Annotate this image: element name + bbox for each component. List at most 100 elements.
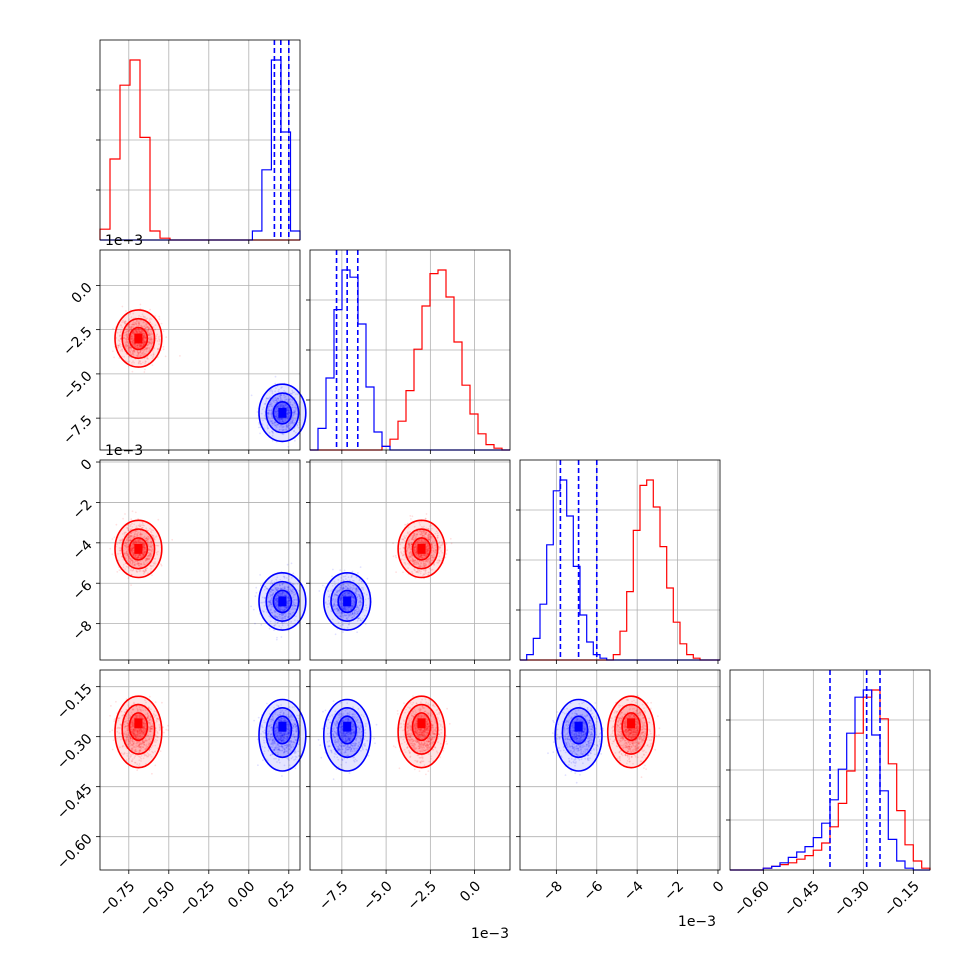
sample-point	[131, 324, 133, 326]
sample-point	[131, 370, 134, 373]
sample-point	[140, 344, 143, 347]
sample-point	[255, 591, 258, 594]
sample-point	[395, 556, 398, 559]
sample-point	[113, 536, 116, 539]
sample-point	[129, 352, 132, 354]
sample-point	[137, 347, 140, 349]
sample-point	[133, 343, 136, 345]
sample-point	[132, 331, 135, 334]
sample-point	[142, 339, 145, 342]
sample-point	[135, 322, 138, 325]
sample-point	[250, 605, 253, 608]
sample-point	[150, 345, 153, 348]
sample-point	[147, 343, 150, 346]
sample-point	[140, 328, 143, 331]
sample-point	[133, 344, 136, 347]
sample-point	[280, 636, 283, 638]
sample-point	[134, 331, 136, 334]
sample-point	[139, 355, 142, 358]
sample-point	[425, 513, 428, 515]
y-tick-label: −5.0	[60, 368, 95, 403]
sample-point	[133, 343, 136, 346]
sample-point	[144, 341, 147, 343]
sample-point	[131, 326, 133, 328]
sample-point	[142, 343, 145, 346]
sample-point	[143, 325, 146, 328]
sample-point	[130, 347, 132, 350]
sample-point	[366, 577, 369, 580]
sample-point	[149, 321, 152, 323]
sample-point	[139, 345, 142, 347]
sample-point	[141, 325, 143, 328]
sample-point	[332, 568, 334, 571]
sample-point	[129, 346, 132, 349]
sample-point	[142, 341, 145, 343]
sample-point	[156, 340, 159, 342]
sample-point	[136, 351, 139, 354]
sample-point	[132, 323, 134, 325]
sample-point	[179, 355, 181, 357]
sample-point	[142, 350, 145, 353]
sample-point	[274, 375, 277, 378]
sample-point	[132, 360, 135, 362]
sample-point	[144, 368, 146, 371]
histogram-series-a	[520, 479, 720, 661]
sample-point	[130, 349, 133, 352]
sample-point	[351, 570, 354, 573]
sample-point	[149, 334, 151, 337]
sample-point	[144, 327, 147, 329]
sample-point	[111, 553, 114, 556]
histogram-series-a	[99, 59, 300, 241]
grid-lines	[520, 460, 720, 660]
sample-point	[160, 322, 163, 325]
sample-point	[129, 345, 132, 348]
sample-point	[159, 338, 161, 341]
sample-point	[147, 329, 150, 332]
density-peak	[134, 333, 143, 344]
sample-point	[130, 338, 133, 341]
sample-point	[134, 511, 137, 514]
y-tick-label: −8	[70, 618, 96, 644]
sample-point	[143, 317, 145, 319]
sample-point	[402, 571, 404, 574]
sample-point	[137, 346, 139, 349]
sample-point	[140, 331, 143, 334]
sample-point	[140, 344, 142, 347]
sample-point	[135, 323, 137, 326]
sample-point	[112, 350, 114, 353]
sample-point	[148, 334, 151, 337]
sample-point	[128, 347, 131, 349]
sample-point	[142, 337, 145, 339]
sample-point	[135, 329, 138, 332]
sample-point	[334, 633, 337, 636]
sample-point	[158, 336, 160, 338]
sample-point	[126, 336, 129, 339]
sample-point	[157, 518, 160, 521]
sample-point	[124, 320, 127, 322]
sample-point	[405, 523, 408, 526]
sample-point	[134, 343, 137, 346]
sample-point	[135, 323, 138, 325]
sample-point	[134, 351, 136, 353]
sample-point	[157, 348, 159, 350]
sample-point	[161, 701, 163, 704]
sample-point	[158, 318, 161, 320]
sample-point	[119, 349, 122, 352]
sample-point	[125, 330, 128, 333]
sample-point	[145, 330, 148, 332]
histogram-series-b	[310, 269, 510, 451]
sample-point	[411, 515, 414, 518]
sample-point	[145, 348, 148, 351]
sample-point	[148, 349, 151, 352]
sample-point	[150, 337, 153, 340]
sample-point	[273, 629, 275, 631]
sample-point	[160, 563, 162, 566]
sample-point	[259, 432, 261, 435]
sample-point	[151, 333, 154, 335]
sample-point	[143, 340, 145, 343]
sample-point	[339, 569, 342, 571]
sample-point	[158, 315, 161, 318]
sample-point	[141, 345, 143, 348]
sample-point	[395, 571, 397, 573]
sample-point	[142, 337, 145, 339]
